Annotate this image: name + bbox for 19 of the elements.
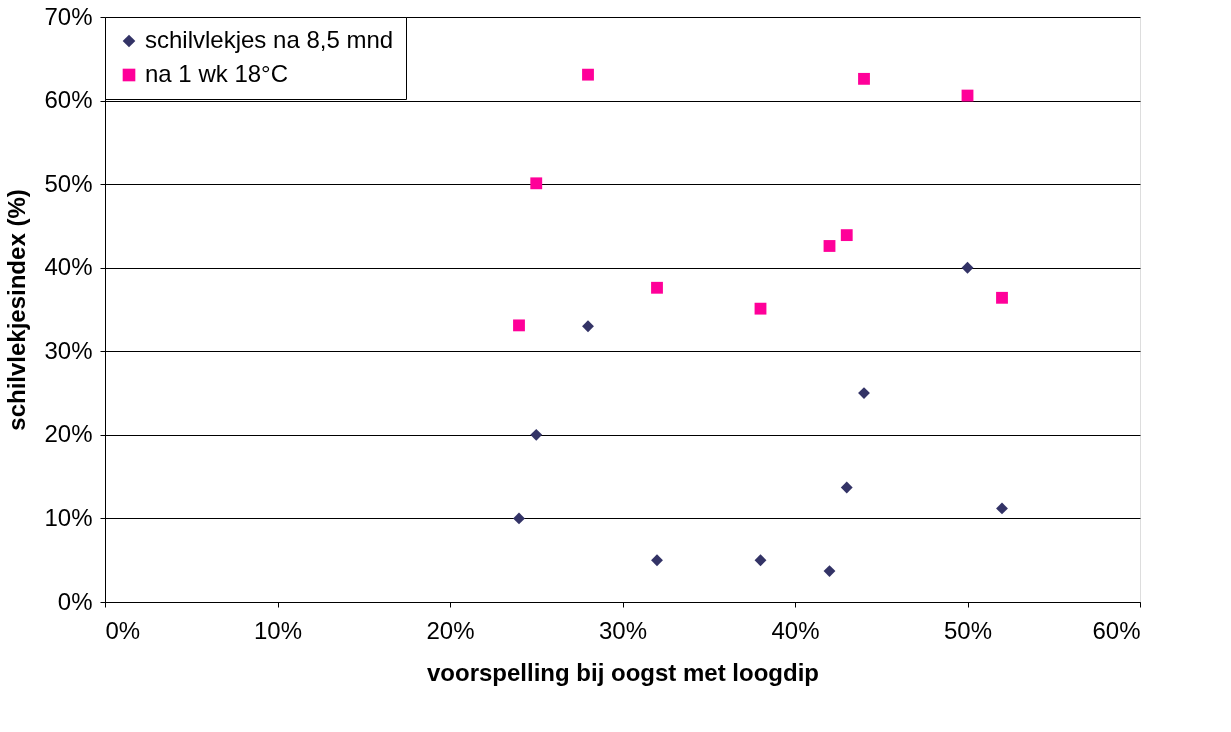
x-tick-label: 40% [771, 616, 820, 644]
y-tick-label: 10% [44, 503, 93, 531]
x-tick-label: 50% [943, 616, 993, 644]
x-axis-title: voorspelling bij oogst met loogdip [427, 658, 819, 686]
x-tick-label: 10% [253, 616, 303, 644]
x-tick-label: 30% [598, 616, 648, 644]
y-tick-label: 0% [57, 587, 93, 615]
y-tick-label: 50% [44, 169, 93, 197]
y-tick-label: 70% [44, 2, 93, 30]
x-tick-label: 20% [426, 616, 475, 644]
legend-label: na 1 wk 18°C [145, 60, 289, 87]
y-axis-title: schilvlekjesindex (%) [3, 189, 31, 431]
x-tick-label: 60% [1092, 616, 1141, 644]
x-tick-label: 0% [105, 616, 141, 644]
y-tick-label: 30% [44, 336, 93, 364]
y-tick-label: 20% [44, 420, 93, 448]
y-tick-label: 40% [44, 253, 93, 281]
legend-label: schilvlekjes na 8,5 mnd [145, 26, 394, 53]
y-tick-label: 60% [44, 86, 93, 114]
